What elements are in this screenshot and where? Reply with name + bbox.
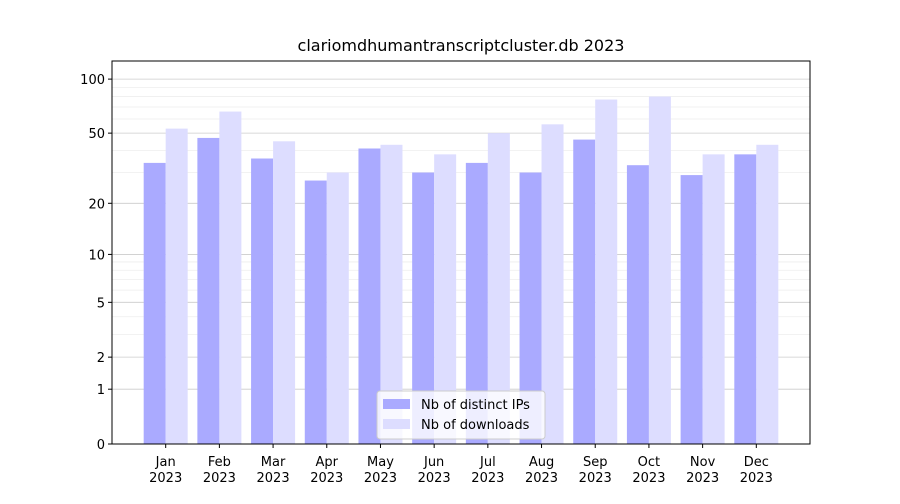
y-tick-label: 1 (97, 383, 105, 398)
x-tick-label: Oct (638, 455, 660, 470)
bar (326, 172, 349, 445)
bar (519, 172, 542, 445)
bar (465, 162, 488, 444)
x-tick-label: 2023 (686, 471, 719, 486)
legend-swatch (383, 419, 410, 429)
bar (358, 148, 381, 444)
x-tick-label: Jun (423, 455, 444, 470)
bar (648, 96, 671, 444)
bar (273, 141, 296, 444)
y-tick-label: 5 (97, 296, 105, 311)
x-tick-label: Feb (208, 455, 231, 470)
bar (143, 162, 166, 444)
legend-label: Nb of distinct IPs (421, 398, 530, 413)
x-tick-label: 2023 (364, 471, 397, 486)
bar (434, 154, 457, 444)
bar (165, 128, 188, 444)
bar (680, 175, 703, 444)
bar (304, 180, 327, 444)
x-tick-label: 2023 (471, 471, 504, 486)
chart-title: clariomdhumantranscriptcluster.db 2023 (298, 36, 625, 55)
bar (734, 154, 757, 444)
x-tick-label: 2023 (418, 471, 451, 486)
x-tick-label: 2023 (310, 471, 343, 486)
bar (412, 172, 435, 445)
legend-box (376, 390, 546, 440)
bar (219, 111, 242, 444)
y-tick-label: 20 (88, 197, 105, 212)
x-tick-label: Jan (155, 455, 176, 470)
x-tick-label: Apr (316, 455, 339, 470)
bar (541, 124, 564, 444)
x-tick-label: Dec (744, 455, 769, 470)
x-tick-label: May (367, 455, 394, 470)
bar (251, 158, 274, 444)
x-tick-label: Mar (261, 455, 286, 470)
x-tick-label: 2023 (257, 471, 290, 486)
y-tick-label: 10 (88, 248, 105, 263)
x-tick-label: 2023 (632, 471, 665, 486)
bar (702, 154, 725, 444)
y-tick-label: 100 (80, 73, 105, 88)
bar (573, 139, 596, 444)
bar (595, 99, 618, 444)
x-tick-label: 2023 (740, 471, 773, 486)
x-tick-label: 2023 (579, 471, 612, 486)
legend-label: Nb of downloads (421, 418, 530, 433)
plot-frame (111, 60, 811, 445)
bar (756, 144, 779, 444)
x-tick-label: 2023 (203, 471, 236, 486)
legend-swatch (383, 399, 410, 409)
bar (487, 133, 510, 444)
bar (380, 144, 403, 444)
bar (626, 165, 649, 444)
y-tick-label: 0 (97, 438, 105, 453)
x-tick-label: 2023 (525, 471, 558, 486)
y-tick-label: 50 (88, 127, 105, 142)
y-tick-label: 2 (97, 351, 105, 366)
x-tick-label: Jul (479, 455, 496, 470)
bar (197, 137, 220, 444)
x-tick-label: Nov (690, 455, 716, 470)
x-tick-label: 2023 (149, 471, 182, 486)
x-tick-label: Aug (529, 455, 554, 470)
x-tick-label: Sep (583, 455, 608, 470)
